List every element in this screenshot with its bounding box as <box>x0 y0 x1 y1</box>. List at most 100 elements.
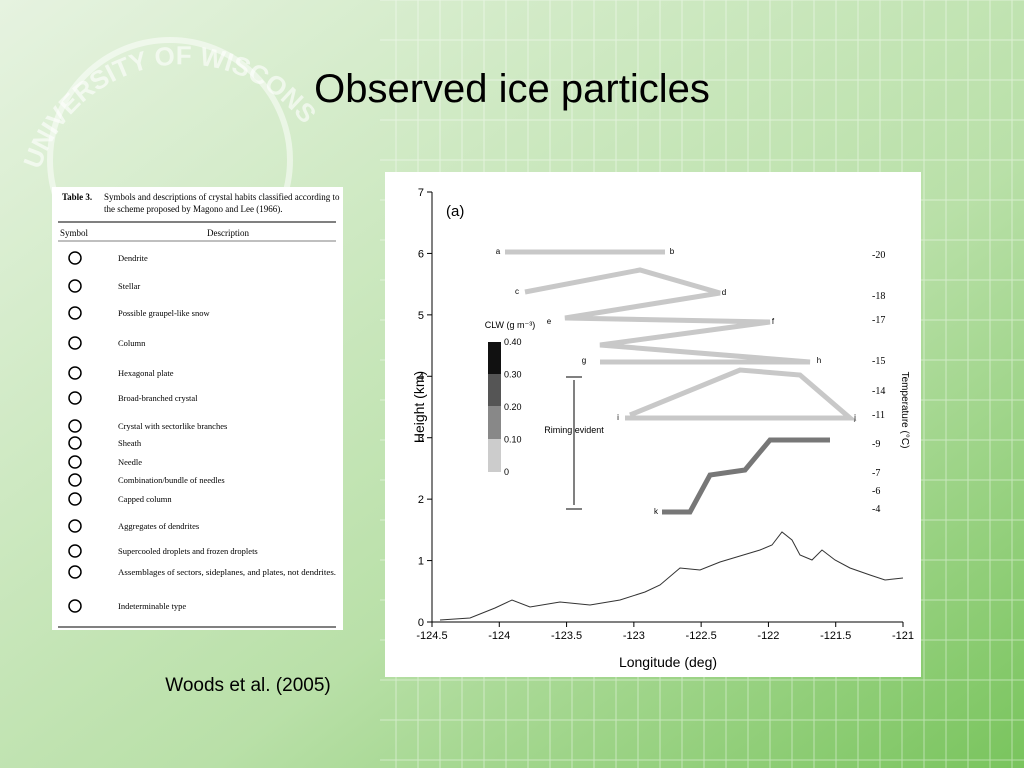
symbol-icon <box>68 306 82 320</box>
row-description: Aggregates of dendrites <box>118 521 199 531</box>
row-description: Hexagonal plate <box>118 368 174 378</box>
leg-label: c <box>515 287 519 296</box>
symbol-icon <box>68 251 82 265</box>
row-description: Assemblages of sectors, sideplanes, and … <box>118 567 336 577</box>
colorbar-tick-label: 0.10 <box>504 435 522 445</box>
y2-axis-label: Temperature (°C) <box>899 372 910 449</box>
x-tick-label: -124.5 <box>416 630 447 642</box>
row-description: Possible graupel-like snow <box>118 308 210 318</box>
leg-label: i <box>617 413 619 422</box>
row-description: Sheath <box>118 438 142 448</box>
symbol-icon <box>68 366 82 380</box>
row-description: Combination/bundle of needles <box>118 475 225 485</box>
row-description: Dendrite <box>118 253 148 263</box>
citation: Woods et al. (2005) <box>165 675 330 696</box>
x-tick-label: -122.5 <box>686 630 717 642</box>
symbol-icon <box>68 455 82 469</box>
temperature-label: -7 <box>872 468 880 479</box>
y-tick-label: 5 <box>418 310 424 322</box>
terrain-line <box>439 531 904 621</box>
symbol-icon <box>68 279 82 293</box>
row-description: Supercooled droplets and frozen droplets <box>118 546 258 556</box>
table-header: Description <box>207 228 249 238</box>
track <box>524 267 811 365</box>
y-tick-label: 4 <box>418 371 424 383</box>
x-tick-label: -123 <box>623 630 645 642</box>
temperature-label: -4 <box>872 504 880 515</box>
row-description: Crystal with sectorlike branches <box>118 421 227 431</box>
leg-label: g <box>582 356 586 365</box>
caption-box: Symbols and descriptions of crystal habi… <box>104 192 340 214</box>
symbol-icon <box>68 599 82 613</box>
table-caption: Symbols and descriptions of crystal habi… <box>104 192 340 214</box>
row-description: Broad-branched crystal <box>118 393 198 403</box>
temperature-label: -18 <box>872 291 885 302</box>
symbol-icon <box>68 565 82 579</box>
leg-label: k <box>654 507 659 516</box>
table-caption-label: Table 3. <box>62 192 92 202</box>
symbol-icon <box>68 544 82 558</box>
row-description: Column <box>118 338 146 348</box>
colorbar-tick-label: 0 <box>504 467 509 477</box>
leg-label: d <box>722 288 726 297</box>
x-axis-label: Longitude (deg) <box>619 654 717 670</box>
temperature-label: -11 <box>872 410 885 421</box>
x-tick-label: -121 <box>892 630 914 642</box>
row-description: Capped column <box>118 494 172 504</box>
symbol-icon <box>68 391 82 405</box>
x-tick-label: -121.5 <box>820 630 851 642</box>
leg-label: e <box>547 317 552 326</box>
temperature-label: -9 <box>872 439 880 450</box>
temperature-label: -15 <box>872 356 885 367</box>
table-header: Symbol <box>60 228 89 238</box>
table-panel <box>52 187 343 630</box>
y-tick-label: 1 <box>418 556 424 568</box>
symbol-icon <box>68 336 82 350</box>
colorbar-tick-label: 0.40 <box>504 337 522 347</box>
y-tick-label: 2 <box>418 494 424 506</box>
colorbar-tick-label: 0.20 <box>504 402 522 412</box>
symbol-icon <box>68 419 82 433</box>
temperature-label: -6 <box>872 486 880 497</box>
annotation: Riming evident <box>544 425 604 435</box>
colorbar-step <box>488 342 501 374</box>
row-description: Stellar <box>118 281 140 291</box>
flight-tracks <box>505 249 857 515</box>
y-tick-label: 3 <box>418 433 424 445</box>
track <box>662 437 830 515</box>
symbol-icon <box>68 436 82 450</box>
symbol-icon <box>68 519 82 533</box>
symbol-icon <box>68 492 82 506</box>
temperature-label: -17 <box>872 315 885 326</box>
leg-label: a <box>496 247 501 256</box>
leg-label: h <box>817 356 821 365</box>
colorbar-tick-label: 0.30 <box>504 370 522 380</box>
x-tick-label: -124 <box>488 630 510 642</box>
panel-label: (a) <box>446 203 464 220</box>
temperature-label: -20 <box>872 250 885 261</box>
row-description: Needle <box>118 457 142 467</box>
x-tick-label: -122 <box>757 630 779 642</box>
y-tick-label: 6 <box>418 248 424 260</box>
leg-label: j <box>853 413 856 422</box>
temperature-label: -14 <box>872 386 885 397</box>
colorbar-step <box>488 406 501 439</box>
track <box>625 367 857 421</box>
slide-title: Observed ice particles <box>314 67 710 111</box>
leg-label: f <box>772 317 775 326</box>
leg-label: b <box>670 247 675 256</box>
y-tick-label: 7 <box>418 187 424 199</box>
y-tick-label: 0 <box>418 617 424 629</box>
row-description: Indeterminable type <box>118 601 186 611</box>
figure-panel <box>385 172 921 677</box>
colorbar-title: CLW (g m⁻³) <box>485 320 536 330</box>
colorbar-step <box>488 374 501 406</box>
colorbar-step <box>488 439 501 472</box>
symbol-icon <box>68 473 82 487</box>
symbol-table: Table 3. Symbols and descriptions of cry… <box>52 187 343 630</box>
y-axis-label: Height (km) <box>411 371 427 443</box>
x-tick-label: -123.5 <box>551 630 582 642</box>
figure: (a) Longitude (deg) Height (km) Temperat… <box>385 172 921 677</box>
